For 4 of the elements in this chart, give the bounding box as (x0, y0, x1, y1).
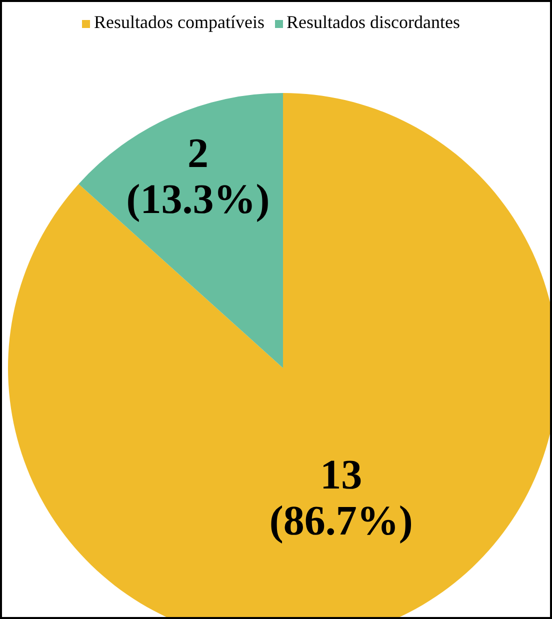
legend-label: Resultados discordantes (286, 12, 460, 32)
data-label: 2 (13.3%) (126, 131, 270, 224)
legend-label: Resultados compatíveis (94, 12, 264, 32)
data-label: 13 (86.7%) (269, 452, 413, 545)
